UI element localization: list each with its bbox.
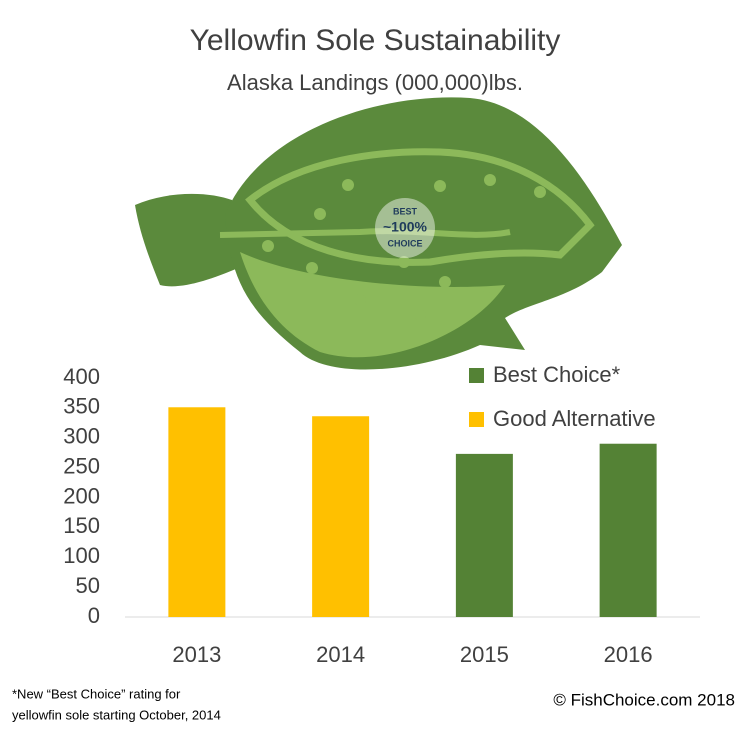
x-tick-label: 2015	[460, 642, 509, 667]
badge-text: BEST	[393, 206, 418, 216]
fish-illustration	[135, 97, 622, 370]
chart-title: Yellowfin Sole Sustainability	[190, 24, 561, 57]
y-tick-label: 100	[63, 543, 100, 568]
legend-swatch	[469, 412, 484, 427]
x-tick-label: 2013	[172, 642, 221, 667]
bar	[599, 443, 657, 617]
footnote: yellowfin sole starting October, 2014	[12, 707, 221, 722]
bar	[312, 416, 370, 617]
y-tick-label: 400	[63, 364, 100, 389]
legend-label: Good Alternative	[493, 406, 656, 431]
badge-text: CHOICE	[387, 238, 422, 248]
legend-label: Best Choice*	[493, 362, 621, 387]
y-tick-label: 0	[88, 603, 100, 628]
chart-subtitle: Alaska Landings (000,000)lbs.	[227, 70, 523, 95]
legend-swatch	[469, 368, 484, 383]
footnote: *New “Best Choice” rating for	[12, 686, 181, 701]
credit: © FishChoice.com 2018	[553, 690, 735, 709]
bar	[168, 407, 226, 617]
y-tick-label: 300	[63, 424, 100, 449]
y-tick-label: 250	[63, 453, 100, 478]
x-tick-label: 2016	[604, 642, 653, 667]
badge-text: ~100%	[383, 219, 428, 235]
bar	[455, 453, 513, 617]
x-tick-label: 2014	[316, 642, 365, 667]
y-tick-label: 200	[63, 483, 100, 508]
y-tick-label: 50	[76, 573, 100, 598]
y-tick-label: 350	[63, 394, 100, 419]
y-tick-label: 150	[63, 513, 100, 538]
